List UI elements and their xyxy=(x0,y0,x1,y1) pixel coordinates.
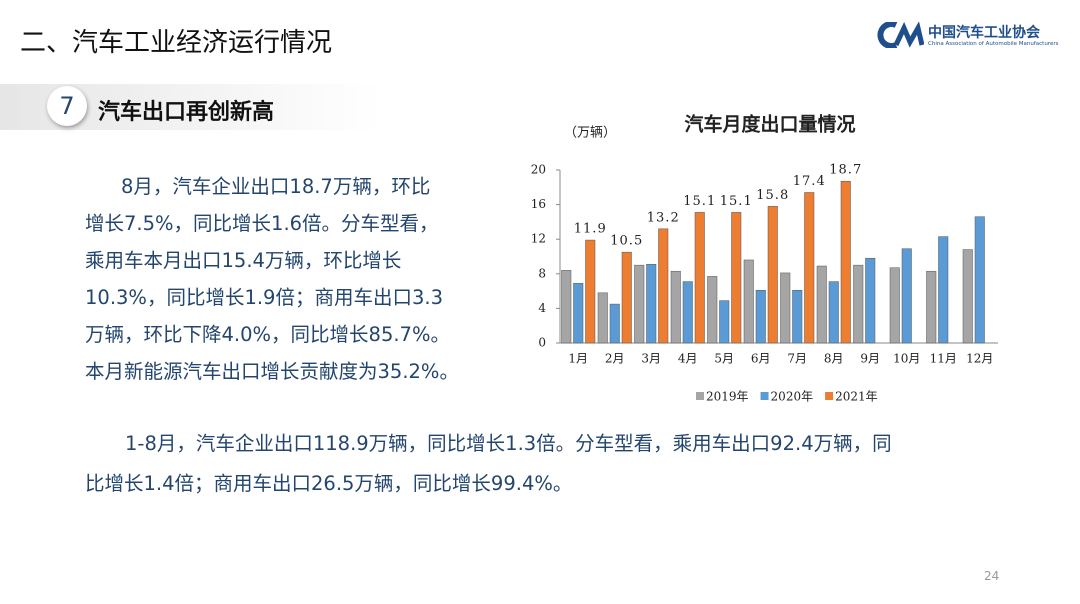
data-label: 18.7 xyxy=(829,163,862,178)
x-tick-label: 12月 xyxy=(966,352,993,366)
bar xyxy=(621,251,632,344)
bar xyxy=(780,272,791,344)
y-axis-label: （万辆） xyxy=(564,126,616,141)
bar xyxy=(792,289,803,344)
text-line: 比增长1.4倍；商用车出口26.5万辆，同比增长99.4%。 xyxy=(85,472,573,495)
chart-title: 汽车月度出口量情况 xyxy=(684,113,855,136)
bar xyxy=(597,292,608,344)
data-label: 10.5 xyxy=(610,234,643,249)
x-tick-label: 2月 xyxy=(605,352,625,366)
text-line: 增长7.5%，同比增长1.6倍。分车型看， xyxy=(85,212,439,235)
x-tick-label: 7月 xyxy=(787,352,807,366)
section-number: 7 xyxy=(47,86,87,126)
logo-mark xyxy=(877,22,924,48)
bar xyxy=(561,270,572,344)
legend-swatch xyxy=(696,392,704,400)
org-name-en: China Association of Automobile Manufact… xyxy=(928,41,1059,47)
bar xyxy=(926,270,937,344)
legend-label: 2021年 xyxy=(835,390,878,404)
text-line: 本月新能源汽车出口增长贡献度为35.2%。 xyxy=(85,360,459,383)
x-tick-label: 3月 xyxy=(641,352,661,366)
page-number: 24 xyxy=(984,569,1000,583)
x-tick-label: 8月 xyxy=(824,352,844,366)
data-label: 15.1 xyxy=(683,194,716,209)
x-tick-label: 6月 xyxy=(751,352,771,366)
paragraph: 8月，汽车企业出口18.7万辆，环比增长7.5%，同比增长1.6倍。分车型看， 乘… xyxy=(85,168,459,390)
data-label: 17.4 xyxy=(793,174,826,189)
bar xyxy=(658,228,669,344)
legend-swatch xyxy=(760,392,769,400)
bar xyxy=(646,264,657,344)
bar xyxy=(804,192,815,344)
bar xyxy=(901,248,912,344)
text-line: 10.3%，同比增长1.9倍；商用车出口3.3 xyxy=(85,286,443,309)
legend-label: 2019年 xyxy=(706,390,749,404)
bar xyxy=(755,289,766,344)
header-title: 二、汽车工业经济运行情况 xyxy=(20,28,333,58)
bar xyxy=(634,264,645,344)
x-tick-label: 4月 xyxy=(678,352,698,366)
bar xyxy=(938,236,949,344)
text-line: 万辆，环比下降4.0%，同比增长85.7%。 xyxy=(85,323,450,346)
bar xyxy=(707,276,718,344)
org-name: 中国汽车工业协会 xyxy=(928,25,1040,41)
y-tick-label: 16 xyxy=(531,197,546,211)
bar xyxy=(609,303,620,344)
x-tick-label: 1月 xyxy=(568,352,588,366)
bar xyxy=(573,283,584,344)
x-tick-label: 5月 xyxy=(714,352,734,366)
bar xyxy=(840,180,851,344)
bar xyxy=(767,206,778,344)
text-line: 乘用车本月出口15.4万辆，环比增长 xyxy=(85,249,402,272)
y-tick-label: 0 xyxy=(538,336,546,350)
bar xyxy=(962,249,973,344)
bar xyxy=(816,265,827,344)
data-label: 15.8 xyxy=(756,188,789,203)
bar xyxy=(682,281,693,344)
x-tick-label: 11月 xyxy=(930,352,957,366)
y-tick-label: 4 xyxy=(538,301,546,315)
text-line: 1-8月，汽车企业出口118.9万辆，同比增长1.3倍。分车型看，乘用车出口92… xyxy=(125,432,892,455)
bar xyxy=(853,264,864,344)
paragraph: 1-8月，汽车企业出口118.9万辆，同比增长1.3倍。分车型看，乘用车出口92… xyxy=(85,424,892,504)
bar xyxy=(743,259,754,344)
bar xyxy=(889,267,900,344)
y-tick-label: 12 xyxy=(531,232,546,246)
y-tick-label: 8 xyxy=(538,266,546,280)
data-label: 15.1 xyxy=(720,194,753,209)
bar xyxy=(670,270,681,344)
bar xyxy=(974,216,985,344)
bar xyxy=(865,257,876,344)
bar xyxy=(694,212,705,344)
bar xyxy=(828,281,839,344)
bar xyxy=(719,300,730,344)
legend-label: 2020年 xyxy=(771,390,814,404)
text-line: 8月，汽车企业出口18.7万辆，环比 xyxy=(121,175,431,198)
y-tick-label: 20 xyxy=(531,163,546,177)
bar xyxy=(731,212,742,344)
legend-swatch xyxy=(825,392,834,400)
x-tick-label: 9月 xyxy=(860,352,880,366)
data-label: 11.9 xyxy=(574,222,607,237)
data-label: 13.2 xyxy=(647,210,680,225)
x-tick-label: 10月 xyxy=(893,352,920,366)
section-title: 汽车出口再创新高 xyxy=(98,100,275,125)
bar xyxy=(585,239,596,344)
